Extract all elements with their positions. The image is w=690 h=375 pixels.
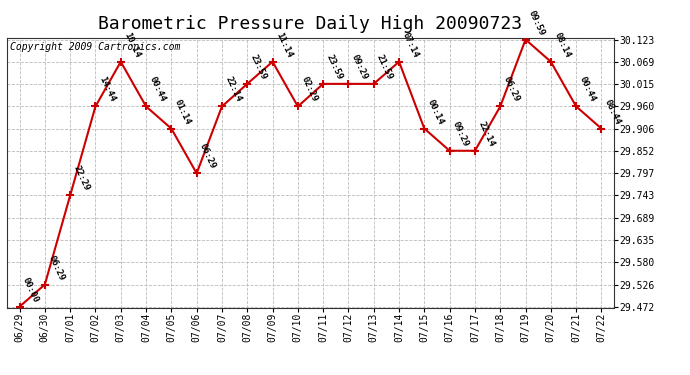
Text: 08:14: 08:14 [552,31,572,59]
Text: 06:29: 06:29 [46,254,66,282]
Text: 00:00: 00:00 [21,276,41,304]
Text: 09:29: 09:29 [350,53,369,81]
Text: 22:14: 22:14 [476,120,496,148]
Text: 22:29: 22:29 [72,165,91,193]
Text: 07:14: 07:14 [400,31,420,59]
Text: 00:44: 00:44 [578,75,597,104]
Text: 21:59: 21:59 [375,53,395,81]
Text: 14:44: 14:44 [97,75,117,104]
Text: 10:14: 10:14 [122,31,141,59]
Text: 00:44: 00:44 [148,75,167,104]
Text: Copyright 2009 Cartronics.com: Copyright 2009 Cartronics.com [10,42,180,51]
Text: 02:29: 02:29 [299,75,319,104]
Text: 01:14: 01:14 [172,98,193,126]
Text: 09:29: 09:29 [451,120,471,148]
Text: 09:59: 09:59 [527,9,546,37]
Text: 00:14: 00:14 [426,98,445,126]
Text: 06:29: 06:29 [502,75,521,104]
Text: 08:44: 08:44 [603,98,622,126]
Text: 22:14: 22:14 [224,75,243,104]
Text: 11:14: 11:14 [274,31,293,59]
Text: Barometric Pressure Daily High 20090723: Barometric Pressure Daily High 20090723 [99,15,522,33]
Text: 23:59: 23:59 [248,53,268,81]
Text: 23:59: 23:59 [324,53,344,81]
Text: 06:29: 06:29 [198,142,217,171]
